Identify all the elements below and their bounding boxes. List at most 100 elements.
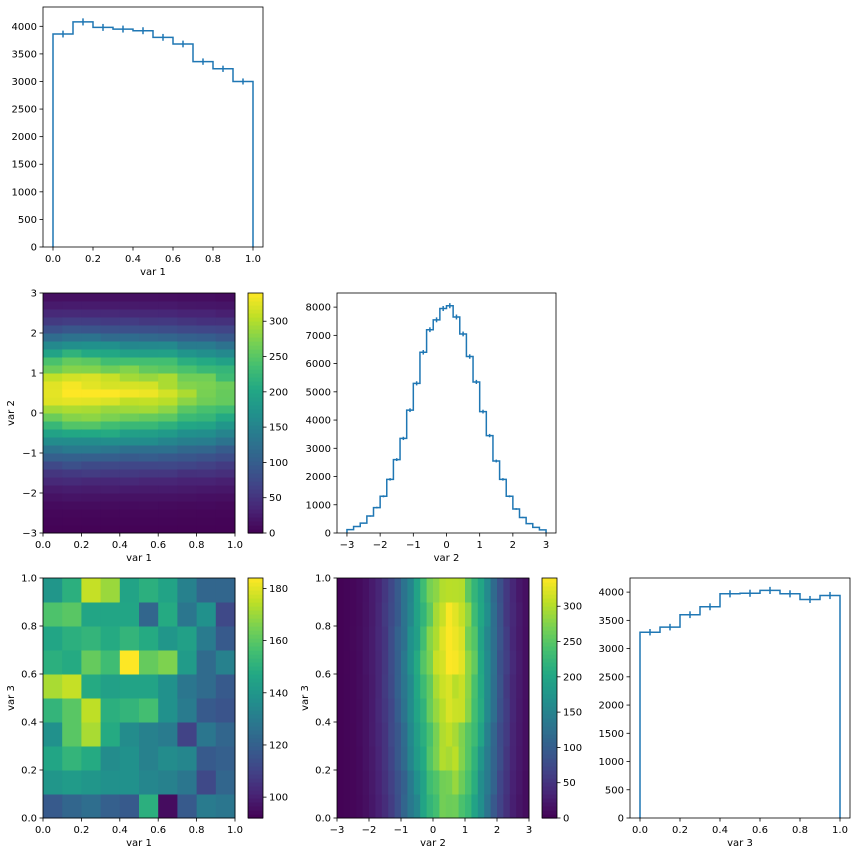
heatmap-cell — [81, 437, 102, 446]
heatmap-cell — [100, 469, 121, 478]
heatmap-cell — [362, 698, 370, 723]
heatmap-cell — [81, 674, 102, 699]
colorbar-tick-label: 100 — [563, 743, 582, 754]
heatmap-cell — [401, 626, 408, 651]
colorbar-segment — [542, 766, 557, 771]
colorbar-segment — [248, 445, 263, 450]
heatmap-cell — [516, 602, 524, 627]
heatmap-cell — [516, 674, 524, 699]
heatmap-cell — [119, 722, 140, 747]
colorbar-segment — [248, 646, 263, 651]
colorbar-segment — [542, 754, 557, 759]
colorbar-segment — [248, 810, 263, 815]
heatmap-cell — [420, 722, 428, 747]
heatmap-cell — [452, 674, 460, 699]
heatmap-cell — [215, 525, 236, 534]
heatmap-cell — [337, 626, 344, 651]
heatmap-cell — [158, 413, 178, 422]
colorbar-segment — [248, 317, 263, 322]
heatmap-cell — [362, 578, 370, 603]
heatmap-cell — [452, 746, 460, 771]
heatmap-cell — [465, 578, 472, 603]
colorbar-tick-label: 200 — [269, 387, 288, 398]
y-axis-label: var 3 — [300, 685, 311, 711]
heatmap-cell — [100, 405, 121, 414]
heatmap-cell — [177, 437, 198, 446]
heatmap-cell — [490, 746, 498, 771]
heatmap-cell — [177, 349, 198, 358]
heatmap-cell — [100, 602, 121, 627]
heatmap-cell — [215, 445, 236, 454]
heatmap-cell — [215, 770, 236, 795]
heatmap-cell — [196, 437, 217, 446]
heatmap-cell — [139, 301, 159, 310]
y-tick-label: 0.2 — [21, 766, 37, 777]
heatmap-cell — [119, 317, 140, 326]
colorbar-segment — [248, 670, 263, 675]
colorbar-segment — [542, 806, 557, 811]
colorbar-segment — [248, 806, 263, 811]
colorbar-segment — [248, 305, 263, 310]
colorbar-segment — [542, 634, 557, 639]
colorbar-segment — [248, 658, 263, 663]
x-tick-label: 1 — [462, 825, 468, 836]
heatmap-cell — [81, 349, 102, 358]
colorbar-segment — [542, 622, 557, 627]
heatmap-cell — [158, 477, 178, 486]
heatmap-cell — [394, 602, 402, 627]
axes-frame — [629, 577, 851, 819]
heatmap-cell — [381, 578, 389, 603]
heatmap-cell — [158, 509, 178, 518]
heatmap-cell — [196, 485, 217, 494]
y-tick-label: −3 — [22, 529, 37, 540]
heatmap-cell — [458, 746, 466, 771]
heatmap-cell — [62, 333, 82, 342]
y-tick-label: 1500 — [599, 729, 624, 740]
heatmap-cell — [401, 794, 408, 819]
heatmap-cell — [119, 357, 140, 366]
heatmap-cell — [43, 373, 63, 382]
y-tick-label: 3 — [31, 289, 37, 300]
heatmap-cell — [81, 650, 102, 675]
heatmap-cell — [139, 650, 159, 675]
heatmap-cell — [62, 397, 82, 406]
heatmap-cell — [158, 698, 178, 723]
colorbar-tick-label: 250 — [269, 352, 288, 363]
heatmap-cell — [426, 626, 434, 651]
colorbar-segment — [248, 397, 263, 402]
heatmap-cell — [503, 578, 511, 603]
x-tick-label: 0.2 — [73, 825, 89, 836]
colorbar-segment — [542, 650, 557, 655]
colorbar-segment — [248, 694, 263, 699]
colorbar-segment — [248, 413, 263, 418]
axes-frame — [336, 292, 557, 534]
heatmap-cell — [522, 770, 530, 795]
heatmap-cell — [177, 485, 198, 494]
colorbar-segment — [248, 702, 263, 707]
heatmap-cell — [119, 349, 140, 358]
heatmap-cell — [497, 602, 504, 627]
heatmap-cell — [471, 746, 479, 771]
heatmap-cell — [139, 381, 159, 390]
colorbar-tick-label: 150 — [269, 423, 288, 434]
heatmap-cell — [196, 333, 217, 342]
heatmap-cell — [426, 722, 434, 747]
colorbar-segment — [248, 361, 263, 366]
heatmap-cell — [349, 650, 357, 675]
colorbar-segment — [542, 606, 557, 611]
colorbar-segment — [248, 798, 263, 803]
heatmap-cell — [349, 770, 357, 795]
colorbar-segment — [542, 666, 557, 671]
colorbar-segment — [248, 433, 263, 438]
heatmap-cell — [158, 461, 178, 470]
heatmap-cell — [119, 437, 140, 446]
heatmap-cell — [81, 794, 102, 819]
colorbar-segment — [248, 465, 263, 470]
heatmap-cell — [119, 325, 140, 334]
colorbar-segment — [248, 578, 263, 583]
heatmap-cell — [522, 722, 530, 747]
heatmap-cell — [177, 770, 198, 795]
heatmap-cell — [401, 770, 408, 795]
heatmap-cell — [465, 650, 472, 675]
heatmap-cell — [503, 698, 511, 723]
